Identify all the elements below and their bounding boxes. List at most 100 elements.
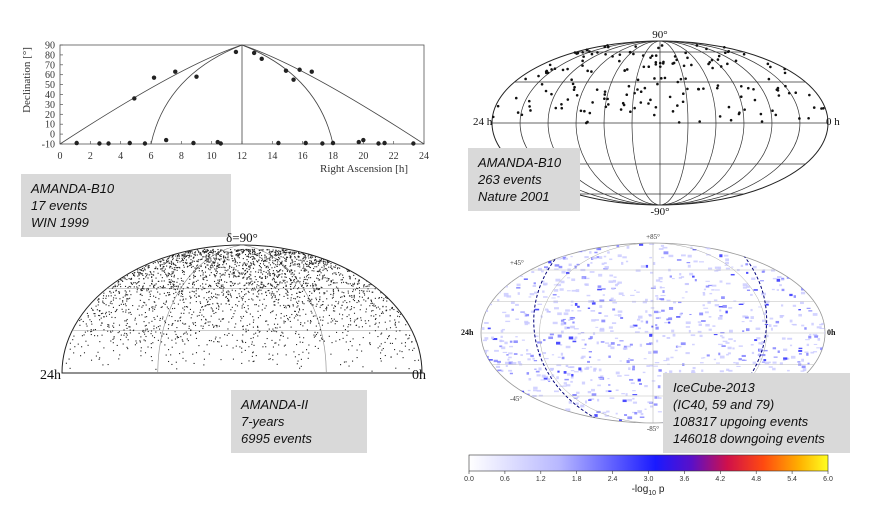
event-point [165, 295, 167, 297]
event-point [268, 257, 270, 259]
event-point [291, 281, 293, 284]
event-point [195, 280, 197, 282]
event-point [408, 337, 410, 339]
significance-pixel [644, 330, 649, 333]
event-point [134, 275, 136, 277]
significance-pixel [676, 345, 682, 348]
event-point [682, 64, 686, 68]
event-point [323, 292, 325, 294]
event-point [178, 254, 180, 256]
event-point [247, 290, 249, 292]
significance-pixel [548, 260, 552, 264]
event-point [274, 300, 276, 302]
event-point [318, 288, 320, 291]
event-point [293, 281, 295, 283]
significance-pixel [809, 278, 814, 281]
significance-pixel [771, 288, 775, 291]
event-point [181, 291, 183, 293]
event-point [159, 317, 161, 319]
event-point [289, 251, 291, 253]
significance-pixel [577, 332, 581, 335]
event-point [369, 343, 371, 346]
event-point [90, 331, 92, 333]
event-point [658, 65, 662, 68]
event-point [170, 287, 172, 289]
event-point [228, 276, 230, 278]
caption-line: 17 events [31, 198, 88, 213]
event-point [783, 67, 786, 71]
event-point [286, 268, 288, 270]
event-point [190, 297, 192, 299]
event-point [196, 249, 198, 251]
event-point [248, 276, 250, 278]
event-point [269, 275, 271, 277]
event-point [142, 270, 144, 272]
event-point [252, 316, 254, 318]
event-point [132, 96, 137, 101]
significance-pixel [537, 267, 542, 271]
event-point [380, 333, 382, 335]
event-point [314, 283, 316, 285]
event-point [319, 329, 321, 331]
event-point [279, 305, 281, 307]
event-point [318, 279, 320, 281]
event-point [256, 260, 258, 262]
event-point [142, 288, 144, 290]
significance-pixel [712, 325, 716, 327]
event-point [246, 250, 248, 252]
event-point [380, 352, 382, 354]
event-point [342, 337, 344, 339]
event-point [98, 358, 100, 360]
significance-pixel [596, 247, 602, 251]
significance-pixel [499, 257, 503, 259]
event-point [140, 290, 142, 292]
event-point [654, 63, 658, 66]
meridian-curve [150, 44, 243, 145]
event-point [159, 265, 161, 267]
event-point [258, 285, 260, 287]
event-point [223, 286, 225, 289]
event-point [516, 111, 520, 114]
event-point [252, 326, 254, 328]
event-point [358, 279, 360, 282]
event-point [190, 329, 192, 331]
significance-pixel [560, 249, 564, 251]
significance-pixel [568, 401, 572, 404]
event-point [152, 308, 154, 310]
event-point [294, 257, 296, 259]
event-point [166, 262, 168, 264]
significance-pixel [762, 319, 767, 322]
event-point [284, 252, 286, 254]
event-point [209, 266, 211, 268]
event-point [309, 262, 311, 264]
event-point [312, 286, 314, 288]
event-point [152, 306, 154, 308]
event-point [335, 272, 337, 274]
event-point [315, 285, 317, 287]
event-point [194, 254, 196, 257]
event-point [112, 306, 114, 308]
significance-pixel [482, 354, 486, 357]
event-point [760, 120, 764, 123]
event-point [308, 274, 310, 276]
event-point [283, 251, 285, 254]
event-point [192, 281, 194, 283]
event-point [210, 292, 213, 294]
significance-pixel [640, 265, 645, 268]
event-point [193, 272, 195, 274]
event-point [250, 253, 252, 255]
event-point [342, 332, 344, 334]
event-point [560, 102, 563, 106]
event-point [227, 257, 229, 259]
significance-pixel [554, 264, 560, 267]
event-point [235, 265, 238, 267]
significance-pixel [621, 261, 624, 265]
significance-pixel [562, 257, 566, 260]
event-point [371, 302, 373, 304]
event-point [267, 270, 269, 272]
significance-pixel [772, 367, 776, 371]
amanda2-left-label: 24h [40, 368, 61, 383]
significance-pixel [750, 316, 754, 320]
event-point [318, 288, 321, 290]
significance-pixel [484, 410, 488, 413]
